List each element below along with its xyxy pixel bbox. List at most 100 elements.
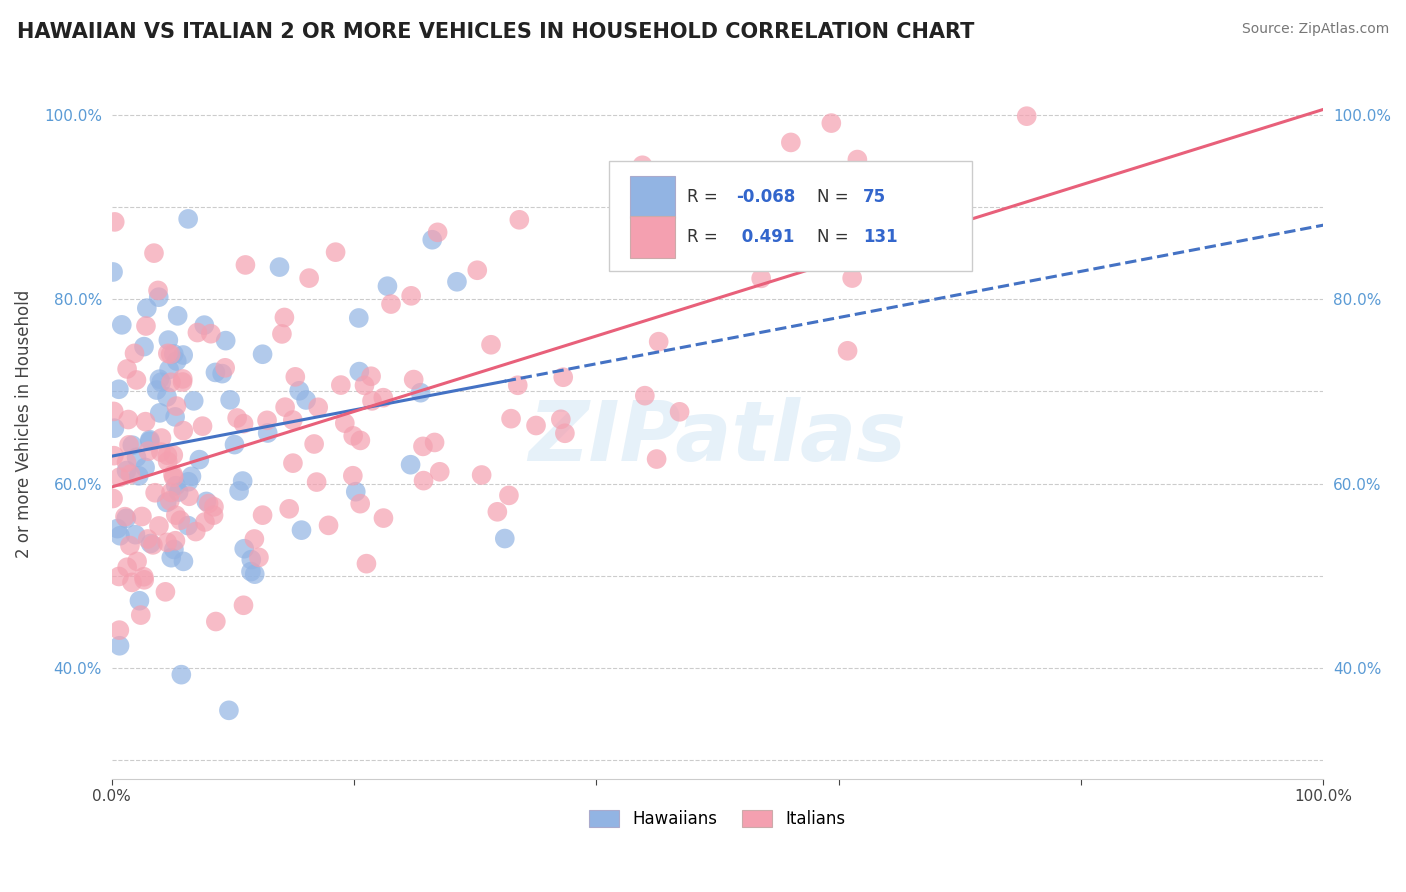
Point: [226, 411, 249, 425]
Point: [107, 522, 129, 536]
Point: [295, 392, 318, 407]
Point: [349, 365, 371, 379]
Point: [218, 703, 240, 717]
Point: [148, 290, 170, 304]
Legend: Hawaiians, Italians: Hawaiians, Italians: [582, 803, 852, 835]
Point: [205, 615, 228, 629]
Point: [247, 550, 270, 565]
Point: [305, 475, 328, 489]
Point: [188, 452, 211, 467]
Point: [172, 554, 194, 568]
Point: [288, 384, 311, 398]
Point: [114, 509, 136, 524]
Point: [356, 557, 378, 571]
Point: [128, 593, 150, 607]
Point: [204, 366, 226, 380]
Point: [157, 333, 180, 347]
Point: [156, 448, 179, 462]
Point: [108, 623, 131, 637]
Text: N =: N =: [817, 228, 853, 246]
Point: [165, 409, 187, 424]
Point: [177, 211, 200, 226]
Point: [224, 437, 246, 451]
Point: [550, 412, 572, 426]
FancyBboxPatch shape: [630, 216, 675, 258]
Point: [142, 538, 165, 552]
Point: [170, 667, 193, 681]
Text: N =: N =: [817, 187, 853, 206]
Point: [108, 569, 131, 583]
Point: [134, 460, 156, 475]
Text: 0.491: 0.491: [735, 228, 794, 246]
Point: [108, 382, 131, 396]
Point: [232, 474, 254, 488]
Text: -0.068: -0.068: [735, 187, 794, 206]
Point: [165, 478, 187, 492]
Point: [156, 390, 179, 404]
Point: [479, 337, 502, 351]
Point: [179, 489, 201, 503]
Point: [132, 570, 155, 584]
Point: [125, 554, 148, 568]
Point: [135, 318, 157, 333]
Point: [194, 515, 217, 529]
Text: 75: 75: [863, 187, 886, 206]
Point: [148, 519, 170, 533]
Point: [232, 417, 254, 431]
Point: [115, 511, 138, 525]
Point: [115, 362, 138, 376]
Point: [157, 362, 180, 376]
Point: [399, 458, 422, 472]
Text: R =: R =: [688, 228, 723, 246]
Point: [139, 433, 162, 447]
Point: [240, 565, 263, 579]
Point: [166, 309, 188, 323]
Point: [148, 372, 170, 386]
Point: [165, 508, 187, 523]
Point: [186, 326, 208, 340]
Point: [779, 136, 801, 150]
Point: [302, 437, 325, 451]
Point: [160, 485, 183, 500]
Point: [129, 608, 152, 623]
Point: [163, 542, 186, 557]
Point: [139, 434, 162, 449]
Point: [149, 406, 172, 420]
Point: [360, 369, 382, 384]
Point: [101, 265, 124, 279]
Y-axis label: 2 or more Vehicles in Household: 2 or more Vehicles in Household: [15, 290, 32, 558]
Point: [377, 279, 399, 293]
Point: [156, 346, 179, 360]
Point: [508, 212, 530, 227]
Point: [159, 493, 181, 508]
Point: [104, 215, 127, 229]
Point: [163, 470, 186, 484]
Point: [128, 468, 150, 483]
Point: [281, 413, 304, 427]
Point: [136, 532, 159, 546]
Point: [103, 449, 125, 463]
Point: [506, 378, 529, 392]
Point: [156, 495, 179, 509]
Point: [342, 429, 364, 443]
Point: [846, 153, 869, 167]
Point: [553, 370, 575, 384]
Point: [155, 584, 177, 599]
Point: [256, 413, 278, 427]
Point: [211, 367, 233, 381]
Point: [172, 424, 194, 438]
Point: [163, 347, 186, 361]
Point: [131, 509, 153, 524]
Point: [429, 465, 451, 479]
Point: [281, 456, 304, 470]
Point: [180, 469, 202, 483]
Point: [273, 310, 295, 325]
FancyBboxPatch shape: [630, 176, 675, 218]
Point: [1015, 109, 1038, 123]
Point: [184, 524, 207, 539]
Point: [120, 467, 142, 482]
Point: [165, 533, 187, 548]
Point: [214, 360, 236, 375]
Point: [134, 573, 156, 587]
Point: [554, 426, 576, 441]
